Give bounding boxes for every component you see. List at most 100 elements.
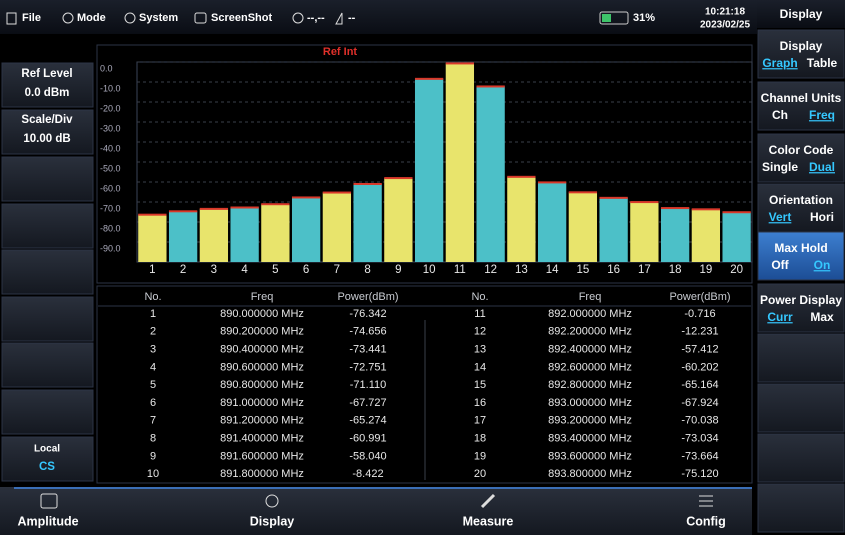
softkey-option[interactable]: Curr [767,310,793,324]
bar [660,208,690,262]
menu-file[interactable]: File [22,12,41,24]
table-cell: 5 [150,379,156,391]
table-cell: -74.656 [349,326,386,338]
table-header: No. [144,291,161,303]
info-box [1,156,94,202]
softkey-option[interactable]: Dual [809,160,835,174]
softkey-option[interactable]: Table [807,56,838,70]
table-cell: 893.200000 MHz [548,415,632,427]
bar-peak [322,191,352,194]
softkey[interactable] [757,433,845,483]
table-cell: 890.400000 MHz [220,344,304,356]
info-label: Local [34,444,60,455]
x-tick-label: 15 [576,264,589,276]
softkey-option[interactable]: Vert [769,210,792,224]
table-cell: 892.800000 MHz [548,379,632,391]
bar [599,197,628,262]
table-cell: -12.231 [681,326,718,338]
table-header: Power(dBm) [337,291,398,303]
system-icon [124,12,136,24]
bottom-menu-item[interactable]: Measure [463,514,514,528]
table-cell: -60.991 [349,433,386,445]
softkey-option[interactable]: Graph [762,56,797,70]
info-box [1,436,94,482]
softkey[interactable] [757,133,845,183]
softkey-option[interactable]: Hori [810,210,834,224]
table-cell: -67.727 [349,397,386,409]
table-cell: -75.120 [681,468,718,480]
table-header: No. [471,291,488,303]
info-value: 10.00 dB [23,133,70,145]
softkey-option[interactable]: Max [810,310,834,324]
softkey[interactable] [757,183,845,233]
x-tick-label: 12 [484,264,497,276]
softkey[interactable] [757,383,845,433]
bar [322,192,352,262]
x-tick-label: 13 [515,264,528,276]
bar [568,192,598,262]
y-tick-label: -10.0 [100,83,121,93]
softkey[interactable] [757,231,845,281]
time: 10:21:18 [705,7,745,18]
table-header: Freq [579,291,602,303]
softkey[interactable] [757,81,845,131]
table-cell: -65.164 [681,379,718,391]
gps-status: --,-- [307,12,325,24]
softkey[interactable] [757,333,845,383]
menu-screenshot[interactable]: ScreenShot [211,12,272,24]
screenshot-icon [194,12,207,24]
softkey[interactable] [757,283,845,333]
menu-system[interactable]: System [139,12,178,24]
softkey-option[interactable]: Single [762,160,798,174]
bar-peak [507,175,536,178]
table-cell: 13 [474,344,486,356]
bar-peak [537,181,567,184]
x-tick-label: 18 [669,264,682,276]
ref-annotation: Ref Int [323,46,358,58]
x-tick-label: 19 [699,264,712,276]
info-value: CS [39,461,55,473]
battery-level [602,14,611,22]
bar-peak [199,207,229,210]
info-box [1,249,94,295]
table-header: Power(dBm) [669,291,730,303]
table-cell: -57.412 [681,344,718,356]
bottom-menu-item[interactable]: Display [250,514,295,528]
bar [353,183,382,262]
mode-icon [62,12,74,24]
bar-peak [660,207,690,210]
table-cell: -0.716 [684,308,715,320]
table-cell: -71.110 [350,379,387,391]
table-cell: 6 [150,397,156,409]
table-cell: -72.751 [349,361,386,373]
menu-mode[interactable]: Mode [77,12,106,24]
bar-peak [445,62,475,65]
bar-peak [291,196,321,199]
softkey[interactable] [757,483,845,533]
bar [261,204,290,262]
signal-status: -- [348,12,356,24]
table-cell: -70.038 [681,415,718,427]
softkey-option[interactable]: Ch [772,108,788,122]
config-icon [699,495,713,507]
y-tick-label: -70.0 [100,203,121,213]
softkey-option[interactable]: On [814,258,831,272]
file-icon [6,12,17,25]
softkey-option[interactable]: Off [771,258,789,272]
y-tick-label: -80.0 [100,223,121,233]
info-box [1,296,94,342]
softkey[interactable] [757,29,845,79]
x-tick-label: 5 [272,264,278,276]
table-cell: 16 [474,397,486,409]
bottom-menu-item[interactable]: Amplitude [17,514,78,528]
softkey-title: Display [780,7,823,21]
softkey-label: Display [780,39,823,53]
x-tick-label: 11 [454,264,466,276]
softkey-option[interactable]: Freq [809,108,835,122]
table-cell: 890.800000 MHz [220,379,304,391]
bar-peak [261,203,290,206]
bottom-menu-item[interactable]: Config [686,514,726,528]
x-tick-label: 7 [334,264,340,276]
